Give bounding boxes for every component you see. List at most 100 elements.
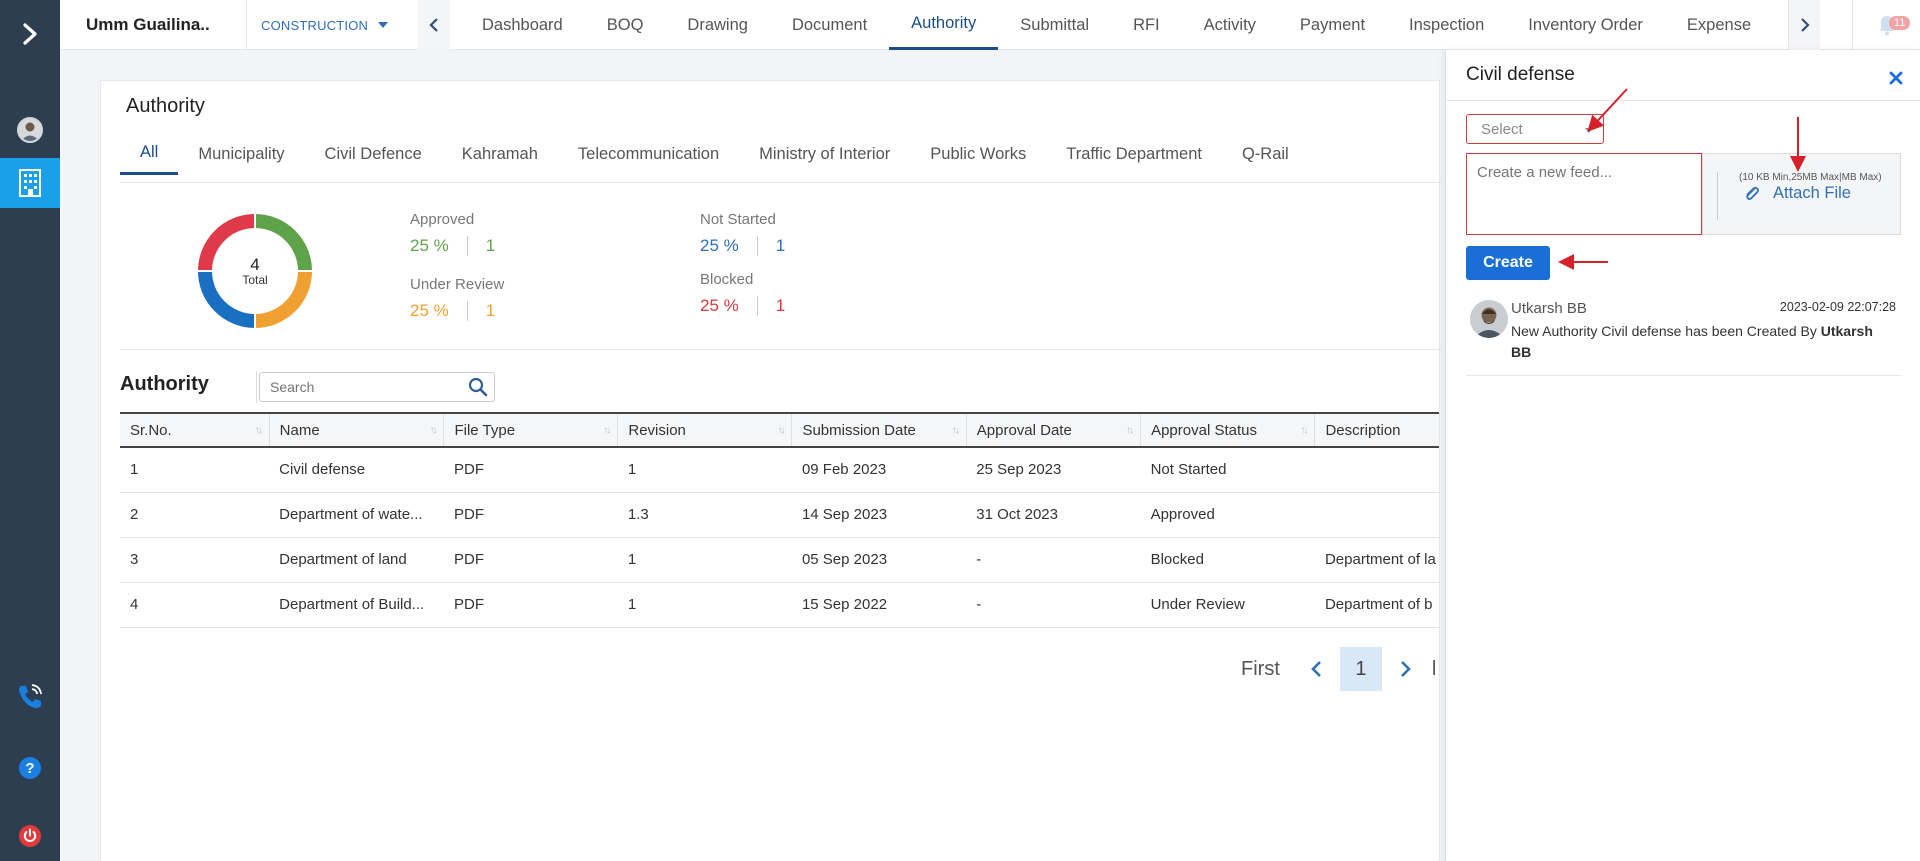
- stat-percent: 25 %: [700, 236, 739, 255]
- authority-category-tabs: All Municipality Civil Defence Kahramah …: [120, 133, 1309, 175]
- cell-approval-date: -: [966, 537, 1141, 583]
- table-row[interactable]: 2 Department of wate... PDF 1.3 14 Sep 2…: [120, 492, 1439, 538]
- attach-file-label: Attach File: [1773, 184, 1851, 202]
- table-row[interactable]: 1 Civil defense PDF 1 09 Feb 2023 25 Sep…: [120, 447, 1439, 493]
- donut-total-label: Total: [242, 272, 268, 287]
- stat-percent: 25 %: [700, 296, 739, 315]
- cell-name: Department of wate...: [269, 492, 444, 538]
- stat-not-started: Not Started 25 % 1: [700, 211, 785, 256]
- search-icon[interactable]: [468, 377, 488, 402]
- close-panel-button[interactable]: [1884, 66, 1908, 90]
- table-row[interactable]: 4 Department of Build... PDF 1 15 Sep 20…: [120, 582, 1439, 628]
- avatar: [1470, 300, 1508, 338]
- column-header-name[interactable]: Name ↑↓: [269, 412, 445, 448]
- chevron-left-icon: [429, 18, 438, 32]
- column-header-submission-date[interactable]: Submission Date ↑↓: [791, 412, 967, 448]
- column-header-revision[interactable]: Revision ↑↓: [617, 412, 793, 448]
- subtab-traffic-department[interactable]: Traffic Department: [1066, 144, 1202, 163]
- tab-drawing[interactable]: Drawing: [687, 15, 748, 34]
- nav-scroll-right-button[interactable]: [1788, 0, 1820, 50]
- subtab-municipality[interactable]: Municipality: [198, 144, 285, 163]
- cell-approval-status: Not Started: [1140, 447, 1315, 493]
- sort-icon: ↑↓: [777, 425, 785, 436]
- last-page-link[interactable]: l: [1431, 657, 1437, 680]
- chevron-left-icon: [1311, 661, 1321, 677]
- cell-file-type: PDF: [443, 537, 618, 583]
- logout-button[interactable]: [0, 818, 60, 854]
- donut-segment-blocked: [198, 214, 256, 272]
- cell-submission-date: 09 Feb 2023: [791, 447, 967, 493]
- cell-approval-status: Approved: [1140, 492, 1315, 538]
- donut-segment-approved: [254, 214, 312, 272]
- avatar-icon: [17, 117, 43, 143]
- cell-revision: 1: [617, 537, 792, 583]
- module-tabs: Dashboard BOQ Drawing Document Authority…: [460, 0, 1773, 50]
- notifications-button[interactable]: 11: [1852, 0, 1920, 50]
- search-input[interactable]: [260, 373, 460, 401]
- cell-name: Department of land: [269, 537, 444, 583]
- page-number[interactable]: 1: [1339, 647, 1382, 691]
- subtab-kahramah[interactable]: Kahramah: [461, 144, 538, 163]
- feed-type-select[interactable]: Select: [1466, 114, 1604, 144]
- tab-activity[interactable]: Activity: [1203, 15, 1256, 34]
- subtab-q-rail[interactable]: Q-Rail: [1241, 144, 1289, 163]
- projects-button[interactable]: [0, 158, 60, 208]
- subtab-telecommunication[interactable]: Telecommunication: [577, 144, 720, 163]
- tab-submittal[interactable]: Submittal: [1020, 15, 1090, 34]
- tab-boq[interactable]: BOQ: [606, 15, 644, 34]
- table-row[interactable]: 3 Department of land PDF 1 05 Sep 2023 -…: [120, 537, 1439, 583]
- create-feed-button[interactable]: Create: [1466, 246, 1550, 280]
- tab-inventory-order[interactable]: Inventory Order: [1528, 15, 1643, 34]
- tab-expense[interactable]: Expense: [1686, 15, 1752, 34]
- chevron-right-icon: [23, 23, 37, 45]
- feed-item: Utkarsh BB 2023-02-09 22:07:28 New Autho…: [1466, 300, 1901, 376]
- stat-percent: 25 %: [410, 301, 449, 320]
- column-header-sr-no[interactable]: Sr.No. ↑↓: [120, 412, 270, 448]
- stat-label: Blocked: [700, 271, 754, 288]
- cell-name: Department of Build...: [269, 582, 444, 628]
- attach-file-button[interactable]: Attach File: [1743, 184, 1851, 203]
- column-header-file-type[interactable]: File Type ↑↓: [443, 412, 619, 448]
- phase-dropdown[interactable]: CONSTRUCTION: [247, 0, 423, 50]
- feed-textarea[interactable]: [1467, 154, 1697, 230]
- subtab-public-works[interactable]: Public Works: [930, 144, 1027, 163]
- column-header-approval-date[interactable]: Approval Date ↑↓: [966, 412, 1142, 448]
- cell-name: Civil defense: [269, 447, 444, 493]
- top-bar: Umm Guailina.. CONSTRUCTION Dashboard BO…: [60, 0, 1920, 50]
- cell-submission-date: 05 Sep 2023: [791, 537, 967, 583]
- cell-submission-date: 14 Sep 2023: [791, 492, 967, 538]
- help-button[interactable]: ?: [0, 750, 60, 786]
- stat-percent: 25 %: [410, 236, 449, 255]
- select-placeholder: Select: [1481, 120, 1523, 138]
- subtab-all[interactable]: All: [120, 133, 179, 175]
- previous-page-button[interactable]: [1302, 647, 1332, 691]
- tab-rfi[interactable]: RFI: [1133, 15, 1160, 34]
- authority-card: Authority All Municipality Civil Defence…: [100, 80, 1441, 861]
- tab-payment[interactable]: Payment: [1299, 15, 1366, 34]
- close-icon: [1889, 71, 1903, 85]
- first-page-link[interactable]: First: [1241, 657, 1280, 680]
- column-header-approval-status[interactable]: Approval Status ↑↓: [1140, 412, 1316, 448]
- tab-authority[interactable]: Authority: [889, 0, 999, 50]
- subtab-civil-defence[interactable]: Civil Defence: [324, 144, 422, 163]
- next-page-button[interactable]: [1390, 647, 1420, 691]
- pagination: First 1 l: [1241, 647, 1436, 691]
- help-icon: ?: [19, 757, 41, 779]
- panel-title: Civil defense: [1466, 64, 1575, 85]
- cell-sr-no: 1: [120, 447, 270, 493]
- column-header-description[interactable]: Description: [1314, 412, 1439, 448]
- status-donut-chart: 4 Total: [197, 213, 313, 329]
- cell-revision: 1.3: [617, 492, 792, 538]
- expand-sidebar-button[interactable]: [0, 10, 60, 58]
- cell-approval-date: -: [966, 582, 1141, 628]
- tab-inspection[interactable]: Inspection: [1409, 15, 1485, 34]
- project-name[interactable]: Umm Guailina..: [60, 0, 247, 50]
- feed-timestamp: 2023-02-09 22:07:28: [1779, 300, 1896, 314]
- tab-dashboard[interactable]: Dashboard: [482, 15, 563, 34]
- support-call-button[interactable]: [0, 678, 60, 714]
- user-avatar-button[interactable]: [0, 114, 60, 146]
- stat-label: Approved: [410, 211, 475, 228]
- nav-scroll-left-button[interactable]: [418, 0, 450, 50]
- tab-document[interactable]: Document: [791, 15, 868, 34]
- subtab-ministry-of-interior[interactable]: Ministry of Interior: [759, 144, 891, 163]
